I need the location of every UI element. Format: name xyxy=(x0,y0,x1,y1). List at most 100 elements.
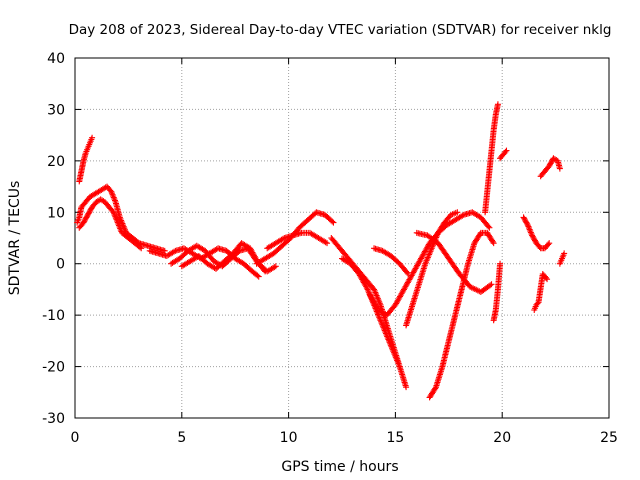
data-point xyxy=(524,220,531,227)
data-point xyxy=(86,209,93,216)
data-point xyxy=(396,363,403,370)
y-tick-label: 20 xyxy=(47,154,65,170)
x-tick-label: 15 xyxy=(386,430,404,446)
data-point xyxy=(403,384,410,391)
series-arc-16 xyxy=(482,101,501,216)
data-point xyxy=(546,240,553,247)
data-point xyxy=(531,237,538,244)
axis-ticks: 0 5 10 15 20 25 -30 -20 -10 0 10 20 30 40 xyxy=(42,51,618,446)
series-arc-7 xyxy=(253,209,337,267)
data-point xyxy=(432,385,439,392)
series-arc-2 xyxy=(76,134,96,185)
data-point xyxy=(529,232,536,239)
data-point xyxy=(89,134,96,141)
x-tick-label: 10 xyxy=(280,430,298,446)
series-arc-22 xyxy=(556,250,568,267)
data-point xyxy=(561,250,568,257)
data-point xyxy=(81,217,88,223)
data-point xyxy=(322,239,329,246)
data-point xyxy=(548,159,555,166)
data-point xyxy=(556,165,563,172)
series-arc-20 xyxy=(537,155,563,180)
x-tick-label: 25 xyxy=(600,430,618,446)
data-points xyxy=(74,101,568,401)
data-point xyxy=(81,218,88,225)
data-point xyxy=(271,264,278,271)
data-point xyxy=(85,210,92,217)
data-point xyxy=(546,163,553,169)
data-point xyxy=(489,238,496,245)
data-point xyxy=(80,219,87,226)
data-point xyxy=(487,282,494,289)
data-point xyxy=(324,240,331,247)
chart-title: Day 208 of 2023, Sidereal Day-to-day VTE… xyxy=(69,22,612,38)
data-point xyxy=(279,235,286,242)
data-point xyxy=(272,263,279,270)
series-arc-19 xyxy=(520,214,553,252)
data-point xyxy=(170,248,177,255)
data-point xyxy=(494,101,501,108)
series-arc-6 xyxy=(178,240,279,275)
grid xyxy=(75,58,609,418)
data-point xyxy=(136,244,143,251)
data-point xyxy=(502,148,509,155)
series-arc-14 xyxy=(371,245,412,277)
data-point xyxy=(87,206,94,213)
data-point xyxy=(520,214,527,221)
series-arc-21 xyxy=(531,271,551,313)
data-point xyxy=(522,218,529,225)
data-point xyxy=(545,241,552,248)
data-point xyxy=(531,236,538,243)
data-point xyxy=(330,219,337,226)
y-tick-label: -20 xyxy=(42,360,65,376)
series-arc-15 xyxy=(413,229,495,295)
data-point xyxy=(459,212,466,219)
series-arc-18 xyxy=(497,147,510,162)
data-point xyxy=(255,273,262,280)
series-arc-8 xyxy=(264,229,331,252)
series-arc-12 xyxy=(426,229,497,401)
plot-frame xyxy=(74,57,610,419)
x-axis-label: GPS time / hours xyxy=(281,459,398,475)
x-tick-label: 5 xyxy=(177,430,186,446)
data-point xyxy=(83,214,90,221)
x-tick-label: 0 xyxy=(71,430,80,446)
y-tick-label: 40 xyxy=(47,51,65,67)
series-arc-3 xyxy=(76,196,145,252)
y-tick-label: 10 xyxy=(47,205,65,221)
data-point xyxy=(534,300,541,307)
y-tick-label: 30 xyxy=(47,102,65,118)
data-point xyxy=(521,217,528,223)
data-point xyxy=(138,245,145,252)
data-point xyxy=(523,219,530,226)
data-point xyxy=(530,235,537,241)
data-point xyxy=(542,274,549,281)
y-axis-label: SDTVAR / TECUs xyxy=(7,181,23,296)
y-tick-label: -30 xyxy=(42,411,65,427)
x-tick-label: 20 xyxy=(493,430,511,446)
data-point xyxy=(547,160,554,167)
data-point xyxy=(544,276,551,283)
data-point xyxy=(486,224,493,231)
series-arc-10 xyxy=(339,255,403,370)
data-point xyxy=(490,240,497,247)
data-point xyxy=(485,223,492,230)
series-arc-17 xyxy=(490,260,504,324)
data-point xyxy=(503,147,510,154)
data-point xyxy=(404,269,411,276)
data-point xyxy=(254,272,261,279)
data-point xyxy=(529,233,536,240)
data-point xyxy=(86,208,93,214)
data-point xyxy=(405,271,412,277)
data-point xyxy=(82,215,89,222)
data-point xyxy=(161,247,168,254)
data-point xyxy=(454,209,461,216)
y-tick-label: 0 xyxy=(56,257,65,273)
data-point xyxy=(363,285,370,292)
data-point xyxy=(329,218,336,225)
series-arc-13 xyxy=(403,209,461,329)
data-point xyxy=(84,213,91,220)
data-point xyxy=(488,281,495,288)
data-point xyxy=(497,260,504,267)
